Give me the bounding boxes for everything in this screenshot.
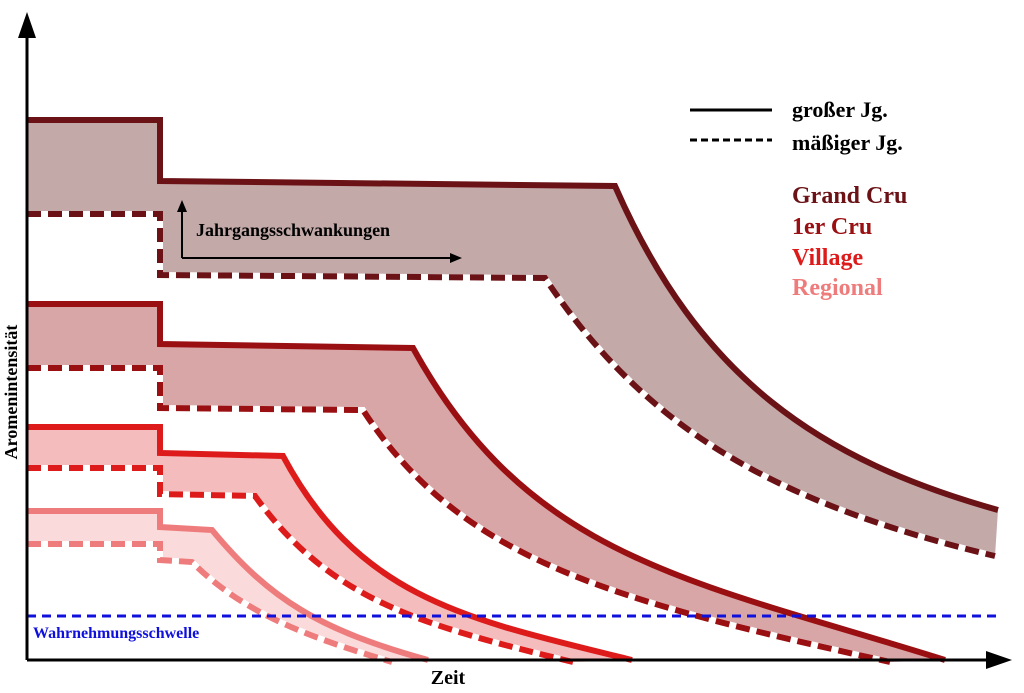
legend-dashed-label: mäßiger Jg.: [792, 130, 903, 155]
vintage-variation-annotation: Jahrgangsschwankungen: [177, 200, 462, 263]
x-axis-arrow-icon: [986, 651, 1012, 669]
band-1er-cru: [27, 301, 946, 665]
band-fill-regional: [27, 511, 428, 662]
band-fill-1er-cru: [27, 304, 945, 662]
legend-solid-label: großer Jg.: [792, 97, 888, 122]
band-fill-grand-cru: [27, 120, 998, 556]
annotation-label: Jahrgangsschwankungen: [196, 220, 390, 240]
band-village: [27, 424, 633, 665]
curve-average-1er-cru: [27, 365, 891, 665]
y-axis-arrow-icon: [18, 12, 36, 38]
quality-bands: [27, 117, 999, 665]
band-grand-cru: [27, 117, 999, 559]
curve-great-regional: [27, 508, 429, 663]
x-axis-label: Zeit: [431, 667, 466, 689]
annotation-right-arrow-icon: [450, 253, 462, 263]
legend-regional: Regional: [792, 275, 883, 301]
band-regional: [27, 508, 429, 665]
curve-great-village: [27, 424, 633, 663]
annotation-up-arrow-icon: [177, 200, 187, 212]
legend-village: Village: [792, 245, 863, 271]
curve-average-village: [27, 465, 574, 665]
curve-average-regional: [27, 541, 393, 665]
curve-great-grand-cru: [27, 117, 999, 513]
band-fill-village: [27, 427, 632, 662]
legend-1er-cru: 1er Cru: [792, 214, 872, 240]
legend-grand-cru: Grand Cru: [792, 183, 907, 209]
legend: großer Jg. mäßiger Jg. Grand Cru 1er Cru…: [690, 97, 907, 301]
y-axis-label: Aromenintensität: [1, 325, 21, 460]
threshold-label: Wahrnehmungsschwelle: [33, 625, 199, 642]
curve-average-grand-cru: [27, 211, 996, 559]
axes: [18, 12, 1012, 669]
curve-great-1er-cru: [27, 301, 946, 663]
